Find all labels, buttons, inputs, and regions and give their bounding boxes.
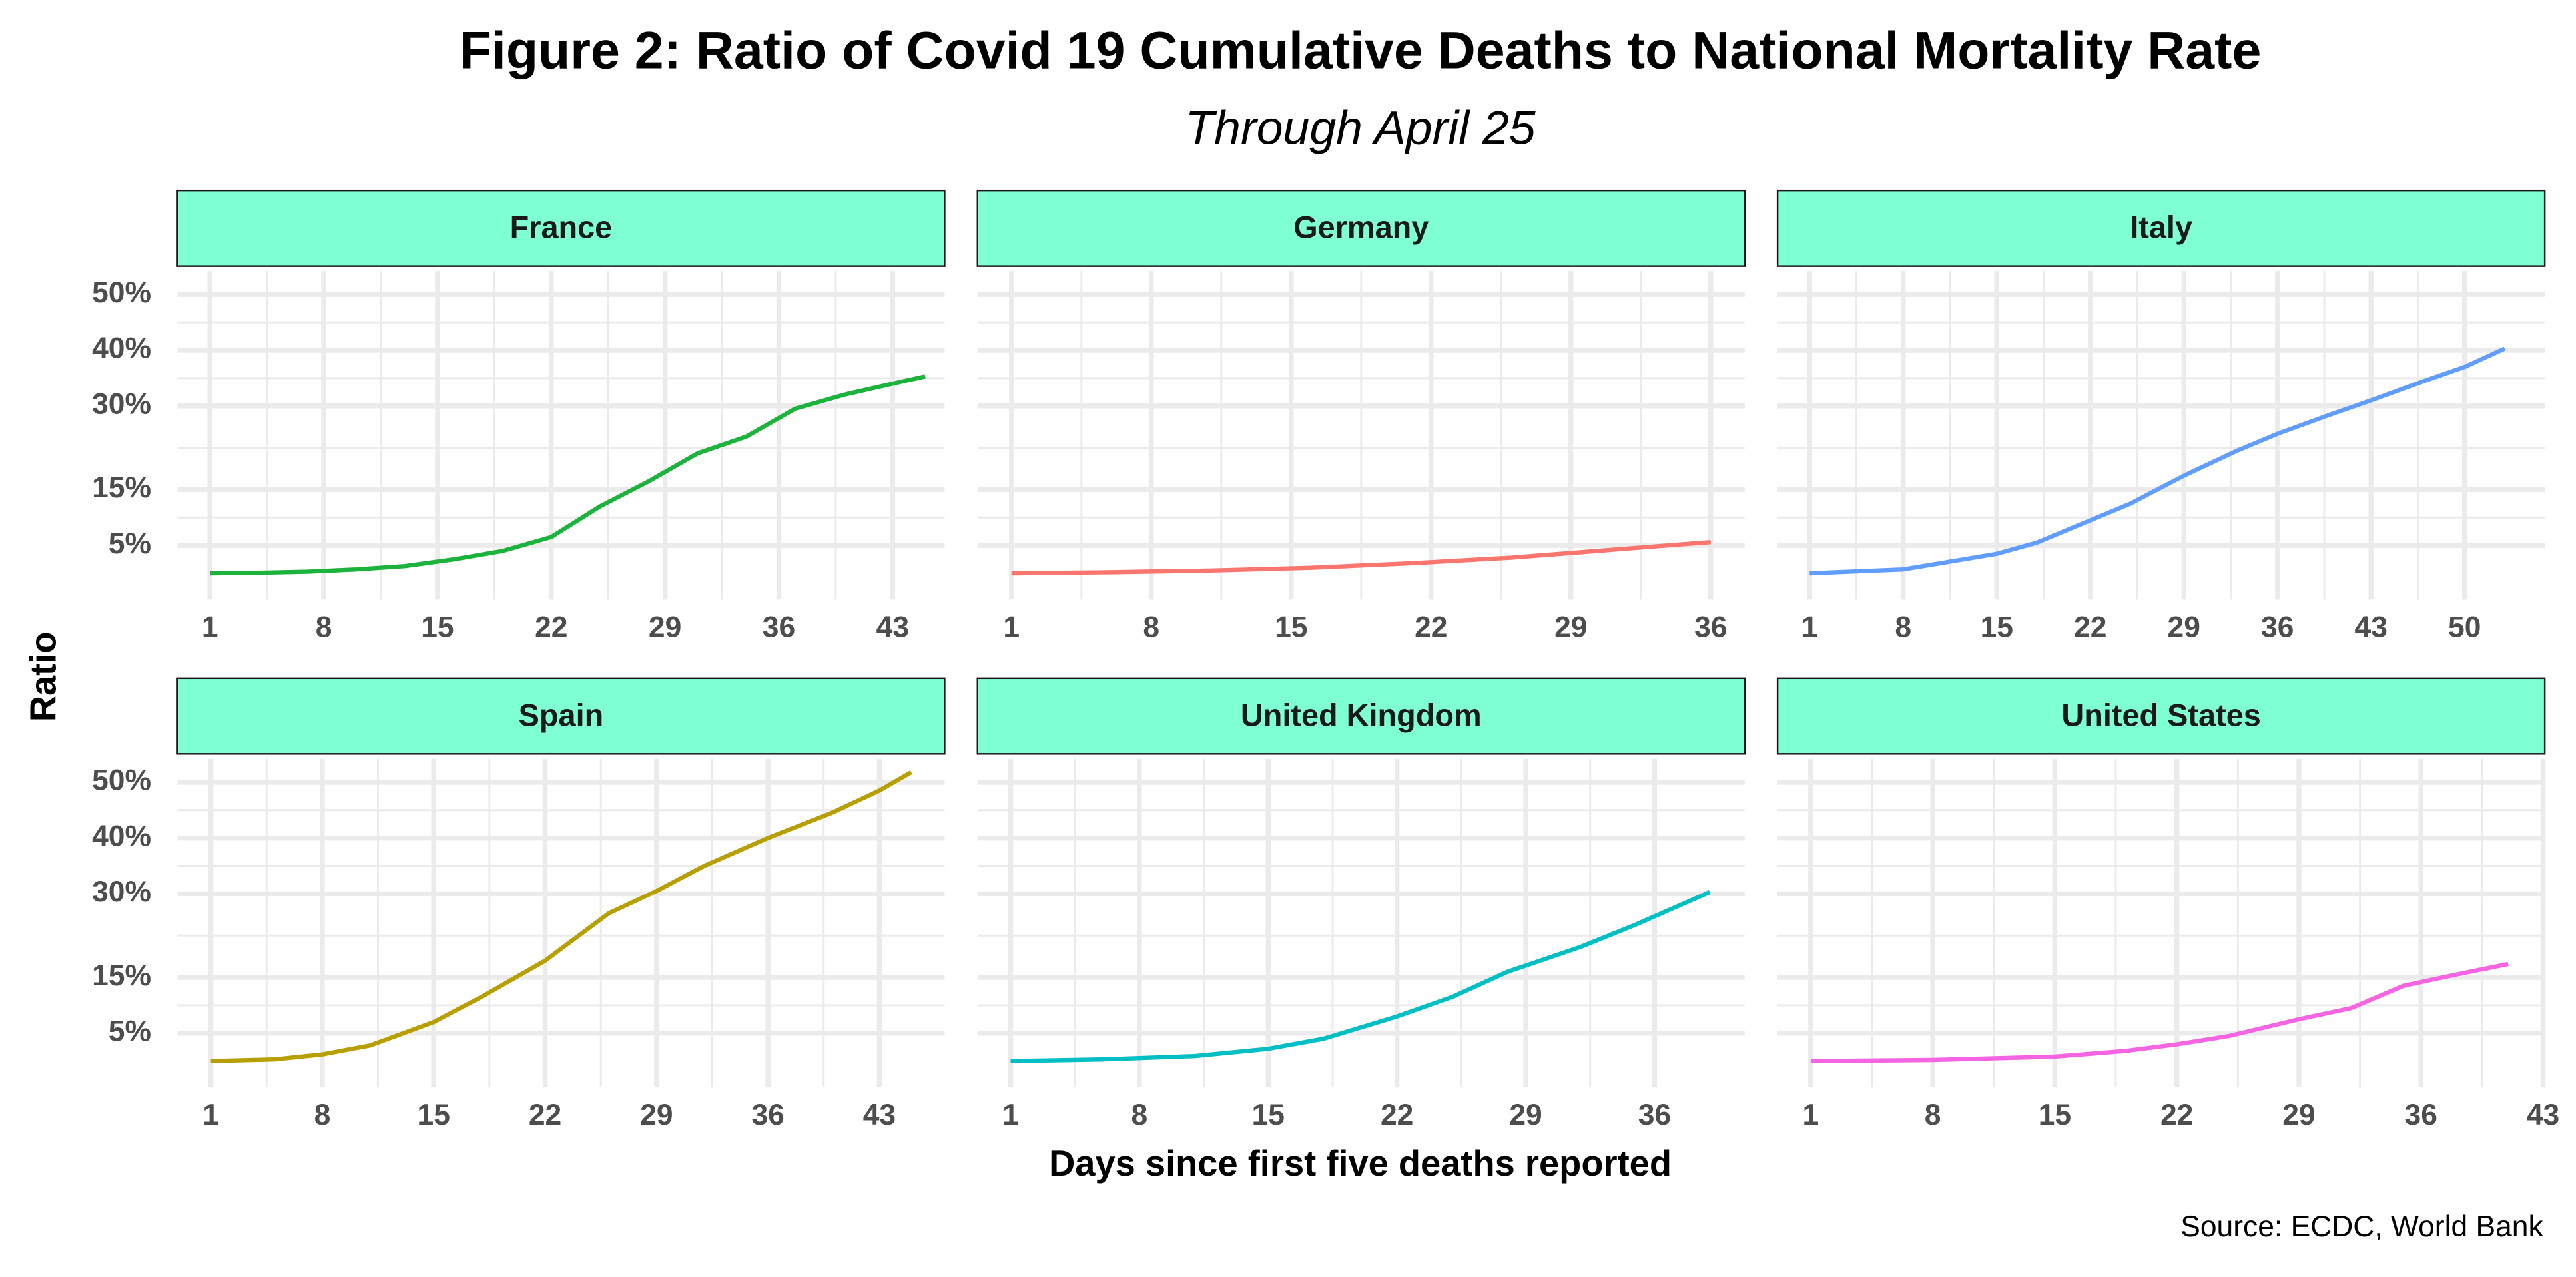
x-tick-label: 22	[1415, 611, 1447, 644]
x-tick-label: 1	[1003, 611, 1020, 644]
x-tick-label: 36	[1638, 1099, 1671, 1131]
x-tick-label: 29	[1554, 611, 1587, 644]
data-line	[1010, 890, 1711, 1063]
x-tick-label: 1	[1002, 1099, 1019, 1131]
facet-title: United States	[2061, 698, 2260, 732]
x-tick-label: 1	[1801, 611, 1818, 644]
facet-strip	[976, 189, 1746, 267]
chart-title: Figure 2: Ratio of Covid 19 Cumulative D…	[460, 21, 2262, 79]
x-tick-label: 1	[202, 611, 218, 644]
y-axis-label: Ratio	[23, 632, 63, 722]
x-tick-label: 36	[1694, 611, 1727, 644]
x-tick-label: 22	[529, 1099, 561, 1131]
data-line	[1809, 346, 2506, 576]
data-line	[1011, 539, 1712, 576]
y-tick-label: 40%	[92, 332, 151, 365]
x-tick-label: 8	[314, 1099, 331, 1131]
x-tick-label: 15	[1275, 611, 1307, 644]
x-tick-label: 22	[2074, 611, 2106, 644]
x-tick-label: 8	[1143, 611, 1159, 644]
x-tick-label: 29	[2168, 611, 2200, 644]
x-tick-label: 8	[1131, 1099, 1148, 1131]
y-tick-label: 5%	[109, 1015, 151, 1048]
y-tick-label: 5%	[109, 527, 151, 560]
x-tick-label: 15	[1252, 1099, 1285, 1131]
x-tick-label: 8	[1925, 1099, 1941, 1131]
x-tick-label: 22	[535, 611, 567, 644]
x-tick-label: 29	[649, 611, 681, 644]
y-tick-label: 30%	[92, 387, 151, 420]
facet-title: Spain	[519, 698, 604, 732]
facet-strip	[1776, 189, 2546, 267]
x-tick-label: 15	[421, 611, 454, 644]
x-tick-label: 29	[640, 1099, 673, 1131]
x-tick-label: 8	[316, 611, 332, 644]
y-tick-label: 50%	[92, 764, 151, 797]
y-tick-label: 50%	[92, 276, 151, 309]
x-tick-label: 50	[2448, 611, 2481, 644]
source-note: Source: ECDC, World Bank	[2180, 1210, 2543, 1243]
facet-title: Germany	[1293, 210, 1429, 245]
x-axis-label: Days since first five deaths reported	[1049, 1143, 1672, 1184]
x-tick-label: 15	[2039, 1099, 2071, 1131]
facet-strip	[176, 677, 946, 755]
y-tick-label: 40%	[92, 820, 151, 852]
x-tick-label: 22	[2160, 1099, 2193, 1131]
facet-title: France	[510, 210, 613, 245]
chart-subtitle: Through April 25	[1185, 101, 1536, 154]
x-tick-label: 43	[2355, 611, 2388, 644]
facet-title: Italy	[2130, 210, 2192, 245]
x-tick-label: 15	[1981, 611, 2013, 644]
facet-strip	[976, 677, 1746, 755]
x-tick-label: 22	[1381, 1099, 1413, 1131]
x-tick-label: 43	[876, 611, 909, 644]
x-tick-label: 36	[2261, 611, 2294, 644]
facet-strip	[1776, 677, 2546, 755]
x-tick-label: 1	[1803, 1099, 1819, 1131]
data-line	[1810, 961, 2509, 1063]
x-tick-label: 1	[202, 1099, 219, 1131]
x-tick-label: 36	[2405, 1099, 2437, 1131]
x-tick-label: 8	[1895, 611, 1911, 644]
facet-strip	[176, 189, 946, 267]
x-tick-label: 43	[2527, 1099, 2559, 1131]
y-tick-label: 15%	[92, 471, 151, 504]
data-line	[210, 770, 912, 1063]
y-tick-label: 15%	[92, 959, 151, 992]
x-tick-label: 36	[763, 611, 795, 644]
facet-title: United Kingdom	[1241, 698, 1482, 732]
y-tick-label: 30%	[92, 876, 151, 908]
x-tick-label: 29	[1509, 1099, 1542, 1131]
x-tick-label: 15	[418, 1099, 450, 1131]
x-tick-label: 36	[751, 1099, 784, 1131]
x-tick-label: 43	[863, 1099, 896, 1131]
x-tick-label: 29	[2282, 1099, 2315, 1131]
data-line	[210, 374, 926, 576]
